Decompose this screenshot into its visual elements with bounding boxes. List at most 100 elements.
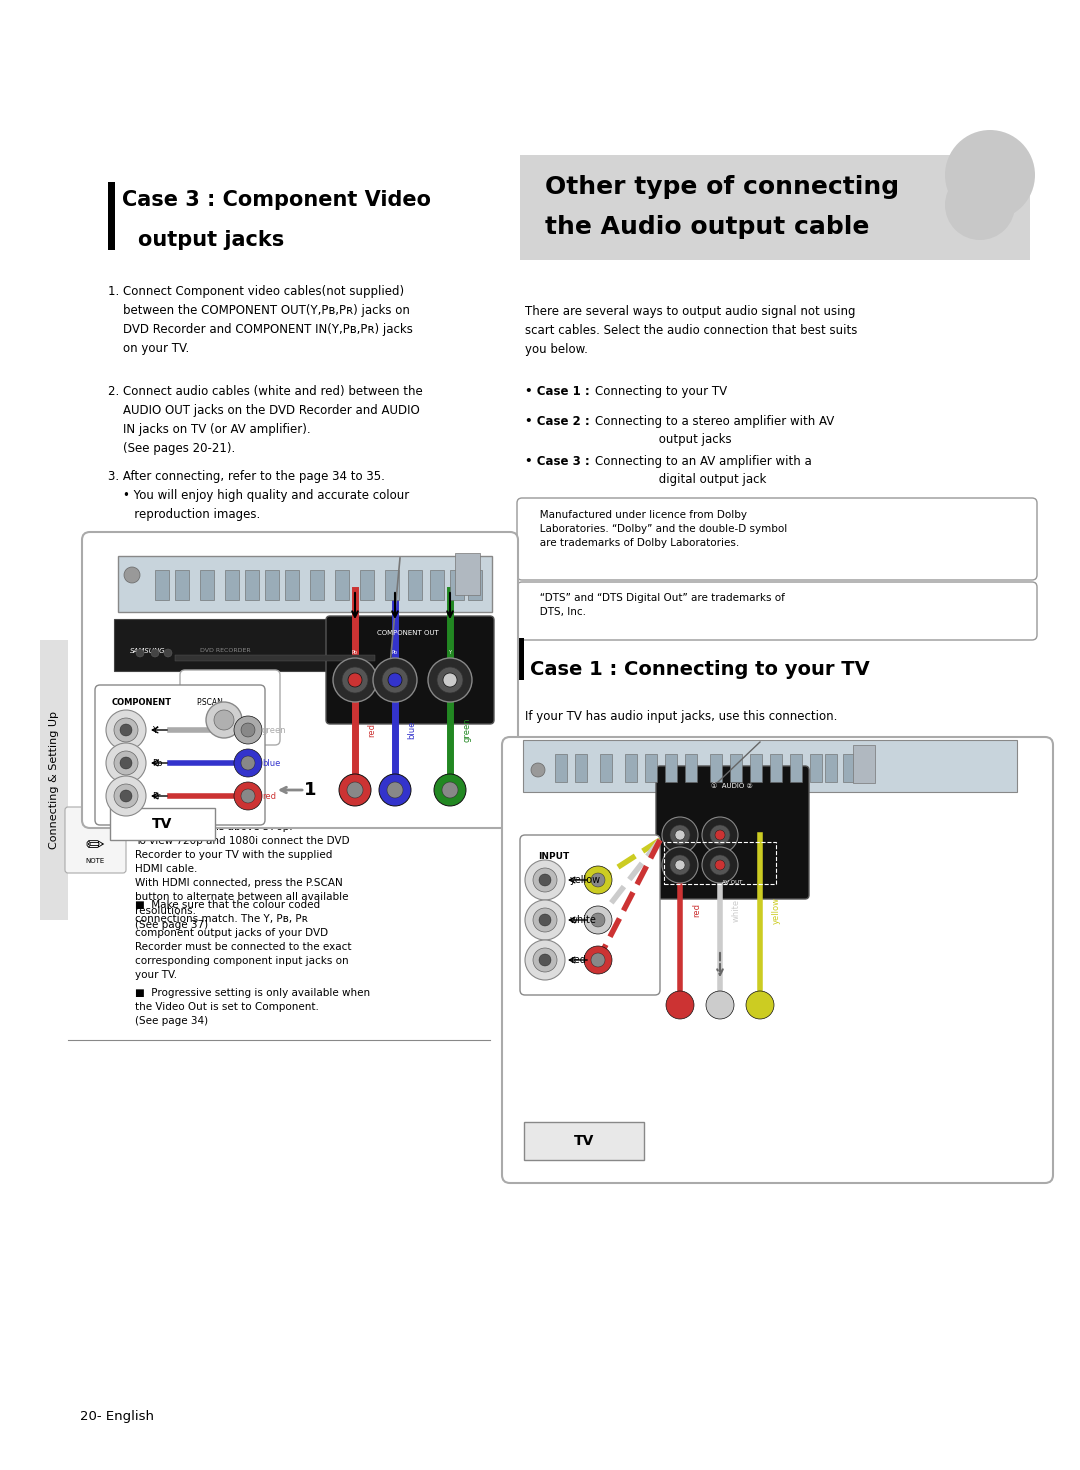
Bar [335,570,349,600]
Bar [468,570,482,600]
Circle shape [702,817,738,853]
Circle shape [124,567,140,584]
Text: Connecting to your TV: Connecting to your TV [595,385,727,398]
Bar [770,754,782,782]
Text: green: green [462,717,471,742]
Circle shape [715,860,725,870]
Bar [384,570,399,600]
Circle shape [534,908,557,932]
Circle shape [234,782,262,810]
Text: INPUT: INPUT [538,853,569,861]
Text: Manufactured under licence from Dolby
   Laboratories. “Dolby” and the double-D : Manufactured under licence from Dolby La… [530,510,787,548]
Bar [524,1122,644,1160]
Circle shape [106,776,146,816]
Bar [555,754,567,782]
Text: the Audio output cable: the Audio output cable [545,215,869,240]
FancyBboxPatch shape [65,807,126,873]
Text: Connecting to a stereo amplifier with AV
                 output jacks: Connecting to a stereo amplifier with AV… [595,415,834,445]
FancyBboxPatch shape [517,498,1037,581]
FancyBboxPatch shape [656,766,809,900]
Text: red: red [692,903,701,917]
Circle shape [347,782,363,798]
Bar [843,754,855,782]
Text: P.SCAN: P.SCAN [197,698,224,707]
Circle shape [702,847,738,883]
Text: Connecting to an AV amplifier with a
                 digital output jack: Connecting to an AV amplifier with a dig… [595,456,812,487]
Text: green: green [262,726,286,735]
Text: COMPONENT OUT: COMPONENT OUT [377,631,438,637]
Bar [825,754,837,782]
Circle shape [591,953,605,967]
Text: Pb: Pb [352,650,357,656]
FancyBboxPatch shape [180,670,280,745]
FancyBboxPatch shape [118,556,492,612]
Circle shape [206,703,242,738]
Bar [156,570,168,600]
Circle shape [442,782,458,798]
Text: ■  Make sure that the colour coded
connections match. The Y, Pʙ, Pʀ
component ou: ■ Make sure that the colour coded connec… [135,900,351,980]
Bar [625,754,637,782]
Circle shape [234,716,262,744]
Circle shape [136,648,144,657]
Text: Other type of connecting: Other type of connecting [545,175,900,198]
Text: Case 1 : Connecting to your TV: Case 1 : Connecting to your TV [530,660,869,679]
FancyBboxPatch shape [519,154,1030,260]
Circle shape [710,856,730,875]
FancyBboxPatch shape [326,616,494,725]
Circle shape [584,947,612,975]
Text: Pb: Pb [392,650,399,656]
FancyBboxPatch shape [519,835,660,995]
Text: output jacks: output jacks [138,229,284,250]
Circle shape [675,831,685,839]
FancyBboxPatch shape [517,582,1037,639]
Text: 2. Connect audio cables (white and red) between the
    AUDIO OUT jacks on the D: 2. Connect audio cables (white and red) … [108,385,422,456]
Circle shape [591,913,605,928]
Text: “DTS” and “DTS Digital Out” are trademarks of
   DTS, Inc.: “DTS” and “DTS Digital Out” are trademar… [530,592,785,617]
Bar [750,754,762,782]
Text: ①  AUDIO ②: ① AUDIO ② [711,784,753,789]
Circle shape [746,991,774,1019]
Circle shape [670,856,690,875]
Circle shape [945,129,1035,220]
Bar [310,570,324,600]
Circle shape [666,991,694,1019]
Circle shape [164,648,172,657]
Bar [575,754,588,782]
Circle shape [584,906,612,933]
Bar [455,553,480,595]
Text: white: white [570,914,597,925]
Text: TV: TV [152,817,172,831]
Circle shape [945,171,1015,240]
Text: DVD RECORDER: DVD RECORDER [200,648,251,653]
Circle shape [120,789,132,803]
Text: NOTE: NOTE [85,858,105,864]
Circle shape [534,867,557,892]
Circle shape [114,751,138,775]
Circle shape [241,723,255,736]
Bar [645,754,657,782]
Bar [730,754,742,782]
Circle shape [241,789,255,803]
Bar [108,182,114,250]
Text: yellow: yellow [772,897,781,923]
Text: yellow: yellow [570,875,602,885]
Bar [810,754,822,782]
Text: Connecting & Setting Up: Connecting & Setting Up [49,711,59,850]
Text: • Case 1 :: • Case 1 : [525,385,594,398]
Text: There are several ways to output audio signal not using
scart cables. Select the: There are several ways to output audio s… [525,304,858,356]
Text: • Case 3 :: • Case 3 : [525,456,594,467]
Text: Y: Y [448,650,451,656]
Bar [200,570,214,600]
Circle shape [151,648,159,657]
Circle shape [525,900,565,939]
Circle shape [534,948,557,972]
Circle shape [234,750,262,778]
Bar [516,638,524,681]
Text: If your TV has audio input jacks, use this connection.: If your TV has audio input jacks, use th… [525,710,837,723]
Circle shape [120,725,132,736]
Circle shape [388,673,402,686]
Circle shape [437,667,463,692]
Circle shape [662,847,698,883]
Circle shape [584,866,612,894]
Circle shape [333,659,377,703]
